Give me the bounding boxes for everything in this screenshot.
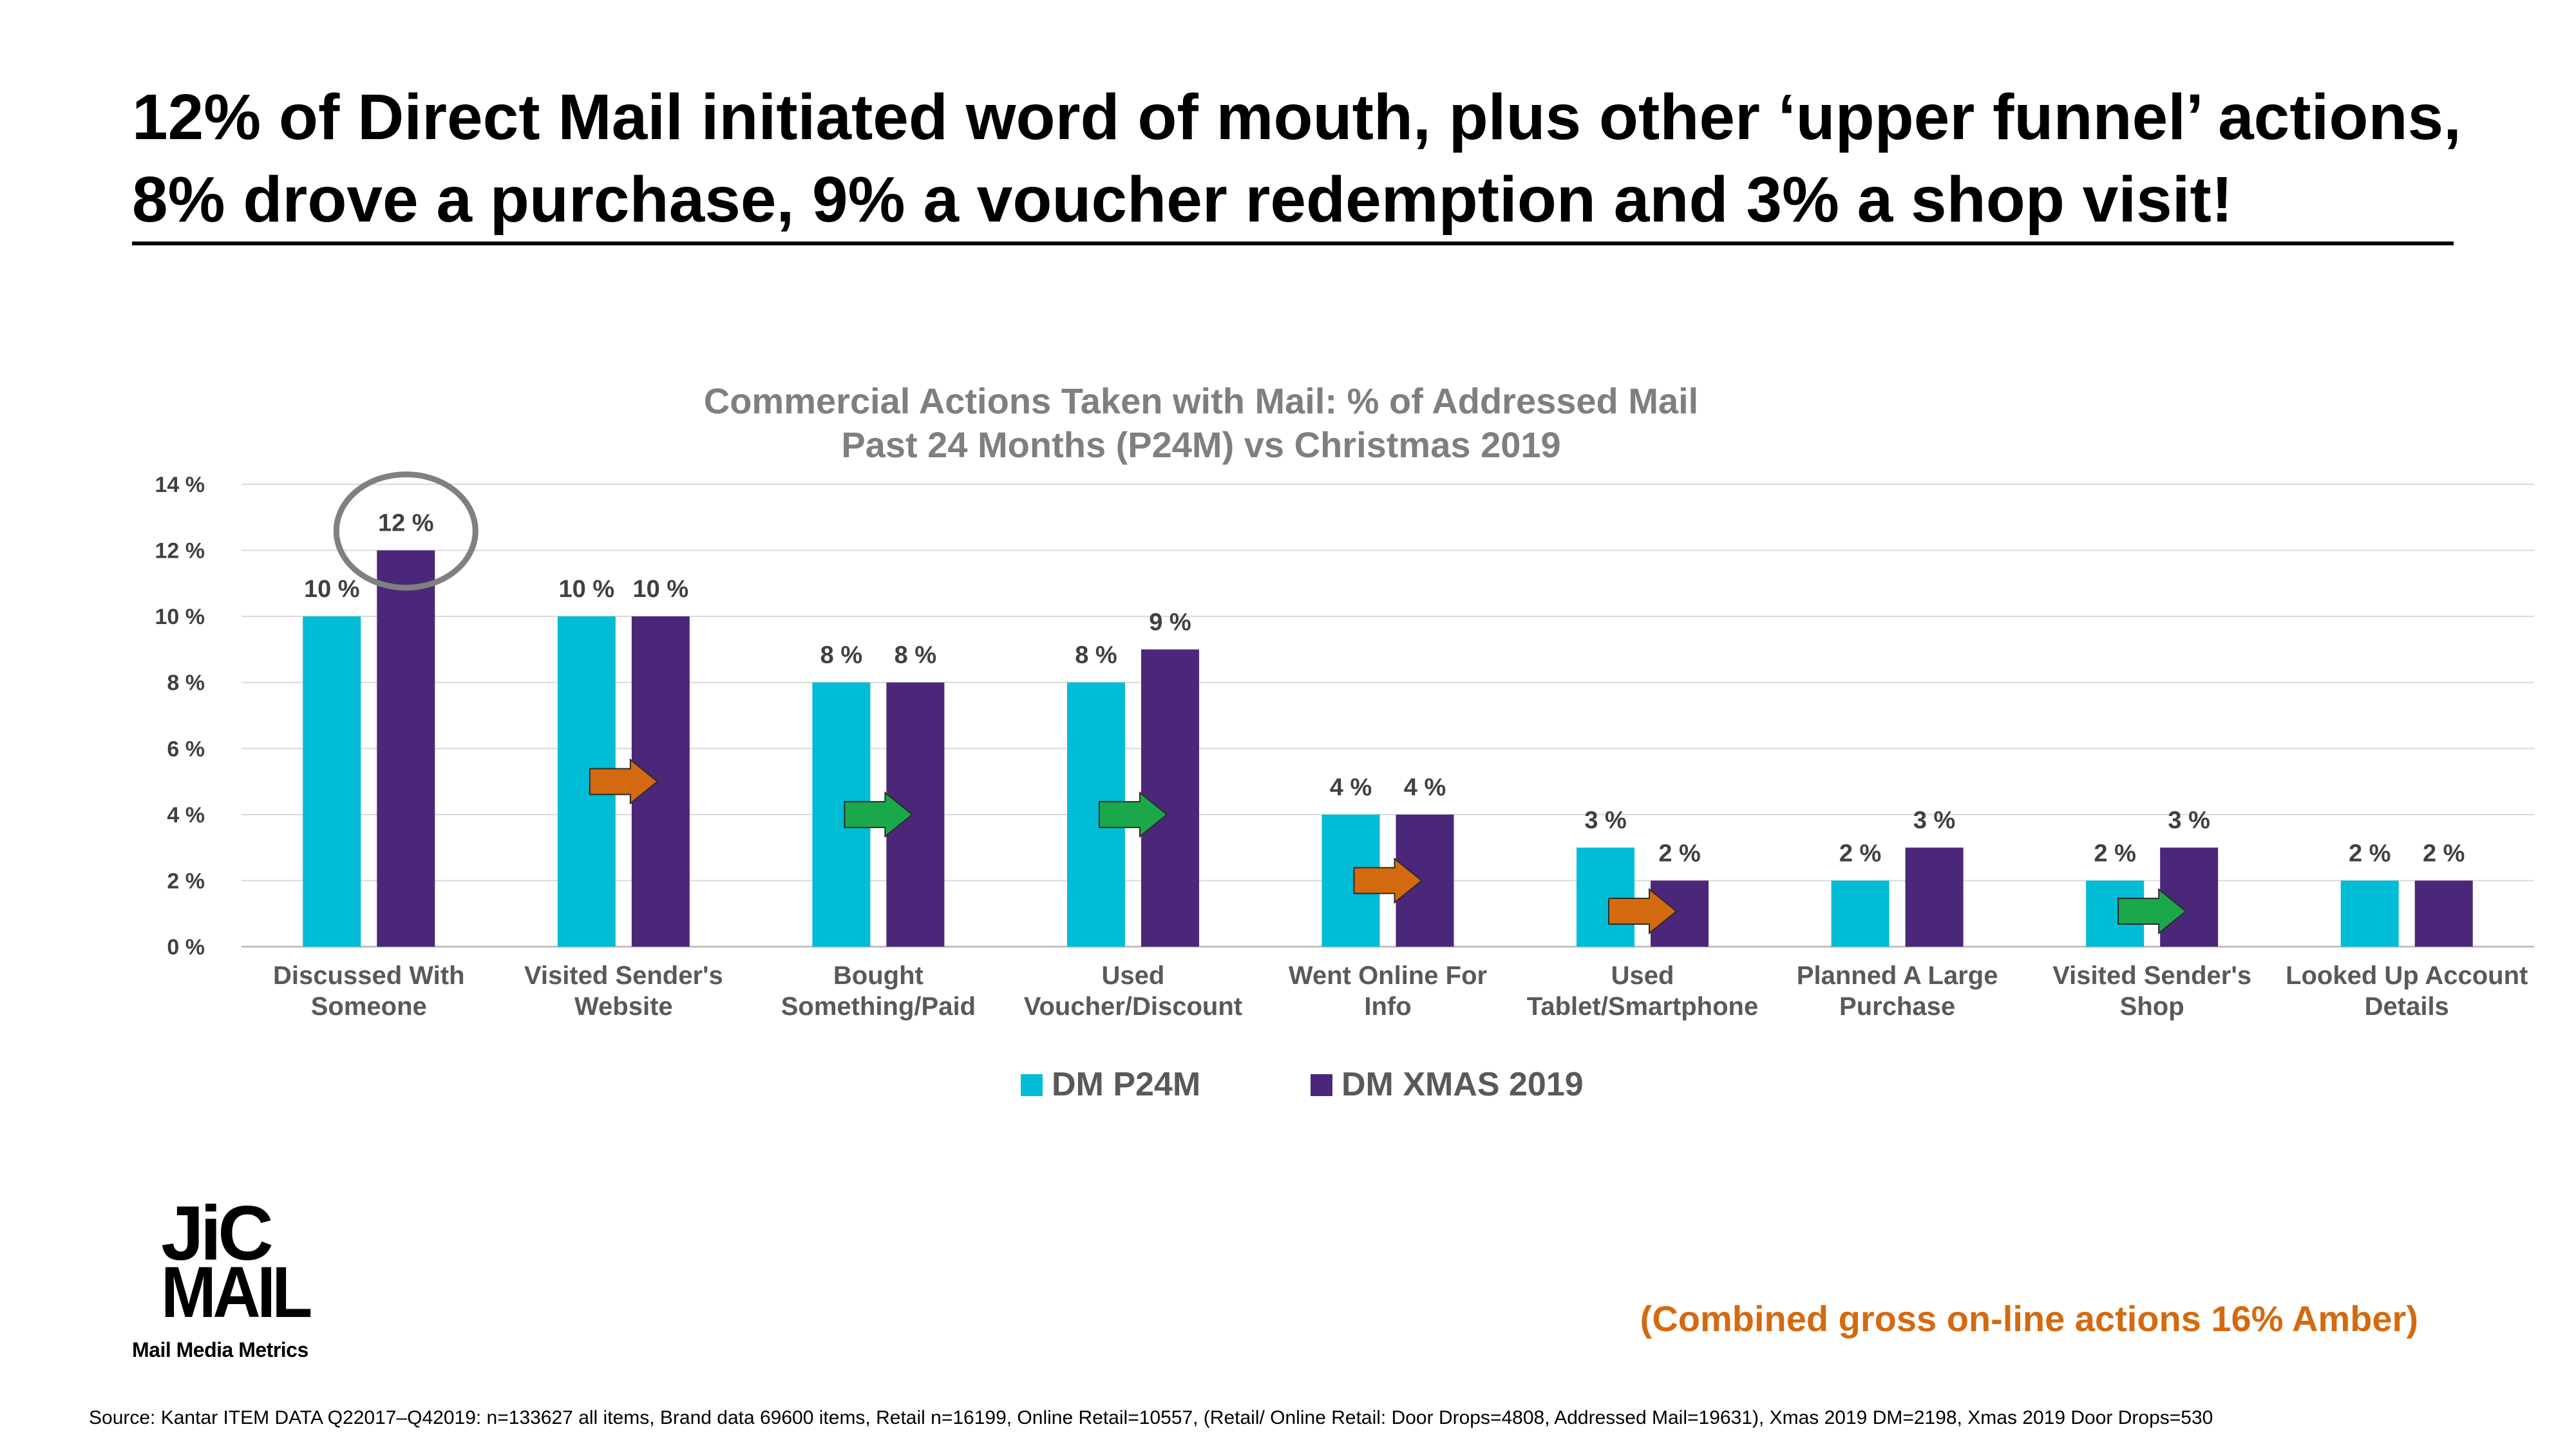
x-tick-label: Discussed With <box>273 961 464 990</box>
data-label: 2 % <box>1839 840 1881 867</box>
chart-title-line-2: Past 24 Months (P24M) vs Christmas 2019 <box>841 424 1560 465</box>
logo-tagline: Mail Media Metrics <box>132 1338 308 1361</box>
data-label: 3 % <box>1913 807 1955 834</box>
x-tick-label: Looked Up Account <box>2286 961 2528 990</box>
data-label: 3 % <box>1584 807 1626 834</box>
y-tick-label: 10 % <box>155 605 205 629</box>
jicmail-logo: JiC MAIL Mail Media Metrics <box>132 1190 351 1365</box>
legend-label: DM XMAS 2019 <box>1341 1066 1584 1103</box>
bar-p24m-5 <box>1577 848 1635 947</box>
arrow-green <box>2117 887 2187 935</box>
source-footnote: Source: Kantar ITEM DATA Q22017–Q42019: … <box>89 1407 2213 1428</box>
logo-line-mail: MAIL <box>161 1252 312 1332</box>
bar-chart: Commercial Actions Taken with Mail: % of… <box>155 381 2534 1103</box>
x-tick-label: Went Online For <box>1289 961 1487 990</box>
y-tick-label: 0 % <box>167 935 205 960</box>
title-divider <box>132 242 2454 245</box>
x-tick-label: Visited Sender's <box>2052 961 2251 990</box>
data-label: 2 % <box>1658 840 1700 867</box>
y-tick-label: 12 % <box>155 539 205 564</box>
arrow-amber <box>1353 857 1423 904</box>
x-tick-label: Website <box>574 992 673 1021</box>
y-tick-label: 8 % <box>167 671 205 696</box>
logo-line-jic: JiC <box>161 1190 274 1276</box>
axes: 0 % 2 % 4 % 6 % 8 % 10 % 12 % 14 % Discussed Wit… <box>155 473 2528 1021</box>
x-tick-label: Purchase <box>1839 992 1955 1021</box>
x-tick-label: Info <box>1364 992 1411 1021</box>
highlight-circle <box>333 471 478 591</box>
arrow-amber <box>1608 887 1678 935</box>
arrow-green <box>1098 791 1168 838</box>
legend-swatch <box>1311 1074 1332 1096</box>
x-tick-label: Used <box>1102 961 1165 990</box>
data-label: 10 % <box>559 576 615 603</box>
y-tick-label: 2 % <box>167 869 205 893</box>
trend-arrows <box>589 758 2187 935</box>
data-label: 10 % <box>304 576 360 603</box>
data-label: 10 % <box>633 576 689 603</box>
bar-xmas-0 <box>377 550 435 947</box>
bar-p24m-0 <box>303 616 361 947</box>
data-label: 8 % <box>895 642 936 669</box>
data-label: 2 % <box>2349 840 2391 867</box>
y-tick-label: 14 % <box>155 473 205 497</box>
y-tick-label: 6 % <box>167 737 205 761</box>
bar-p24m-8 <box>2340 880 2399 947</box>
combined-online-note: (Combined gross on-line actions 16% Ambe… <box>1640 1298 2418 1339</box>
bar-xmas-3 <box>1141 649 1199 947</box>
chart-title-line-1: Commercial Actions Taken with Mail: % of… <box>704 381 1698 421</box>
data-label: 8 % <box>820 642 862 669</box>
data-label: 2 % <box>2423 840 2465 867</box>
legend-swatch <box>1021 1074 1043 1096</box>
data-label: 9 % <box>1149 609 1191 636</box>
data-label: 12 % <box>378 510 434 537</box>
gridlines <box>242 484 2534 948</box>
legend: DM P24M DM XMAS 2019 <box>1021 1066 1584 1103</box>
data-labels: 10 % 10 % 8 % 8 % 4 % 3 % 2 % 2 % 2 % 12 % 10 % 8 %… <box>304 471 2465 867</box>
bar-xmas-7 <box>2160 848 2219 947</box>
y-tick-label: 4 % <box>167 803 205 828</box>
x-tick-label: Used <box>1611 961 1674 990</box>
data-label: 4 % <box>1330 774 1372 801</box>
bar-xmas-8 <box>2414 880 2473 947</box>
x-tick-label: Tablet/Smartphone <box>1527 992 1758 1021</box>
x-tick-label: Shop <box>2120 992 2184 1021</box>
x-tick-label: Voucher/Discount <box>1024 992 1242 1021</box>
x-tick-label: Planned A Large <box>1797 961 1998 990</box>
x-tick-label: Someone <box>311 992 427 1021</box>
x-tick-label: Visited Sender's <box>524 961 723 990</box>
data-label: 8 % <box>1075 642 1117 669</box>
data-label: 4 % <box>1404 774 1446 801</box>
arrow-amber <box>589 758 659 805</box>
bar-xmas-6 <box>1905 848 1964 947</box>
bar-p24m-6 <box>1831 880 1889 947</box>
data-label: 3 % <box>2168 807 2210 834</box>
legend-label: DM P24M <box>1052 1066 1200 1103</box>
page-title: 12% of Direct Mail initiated word of mou… <box>132 81 2461 236</box>
arrow-green <box>844 791 913 838</box>
x-tick-label: Bought <box>833 961 923 990</box>
x-tick-label: Details <box>2365 992 2449 1021</box>
x-tick-label: Something/Paid <box>781 992 976 1021</box>
data-label: 2 % <box>2094 840 2136 867</box>
